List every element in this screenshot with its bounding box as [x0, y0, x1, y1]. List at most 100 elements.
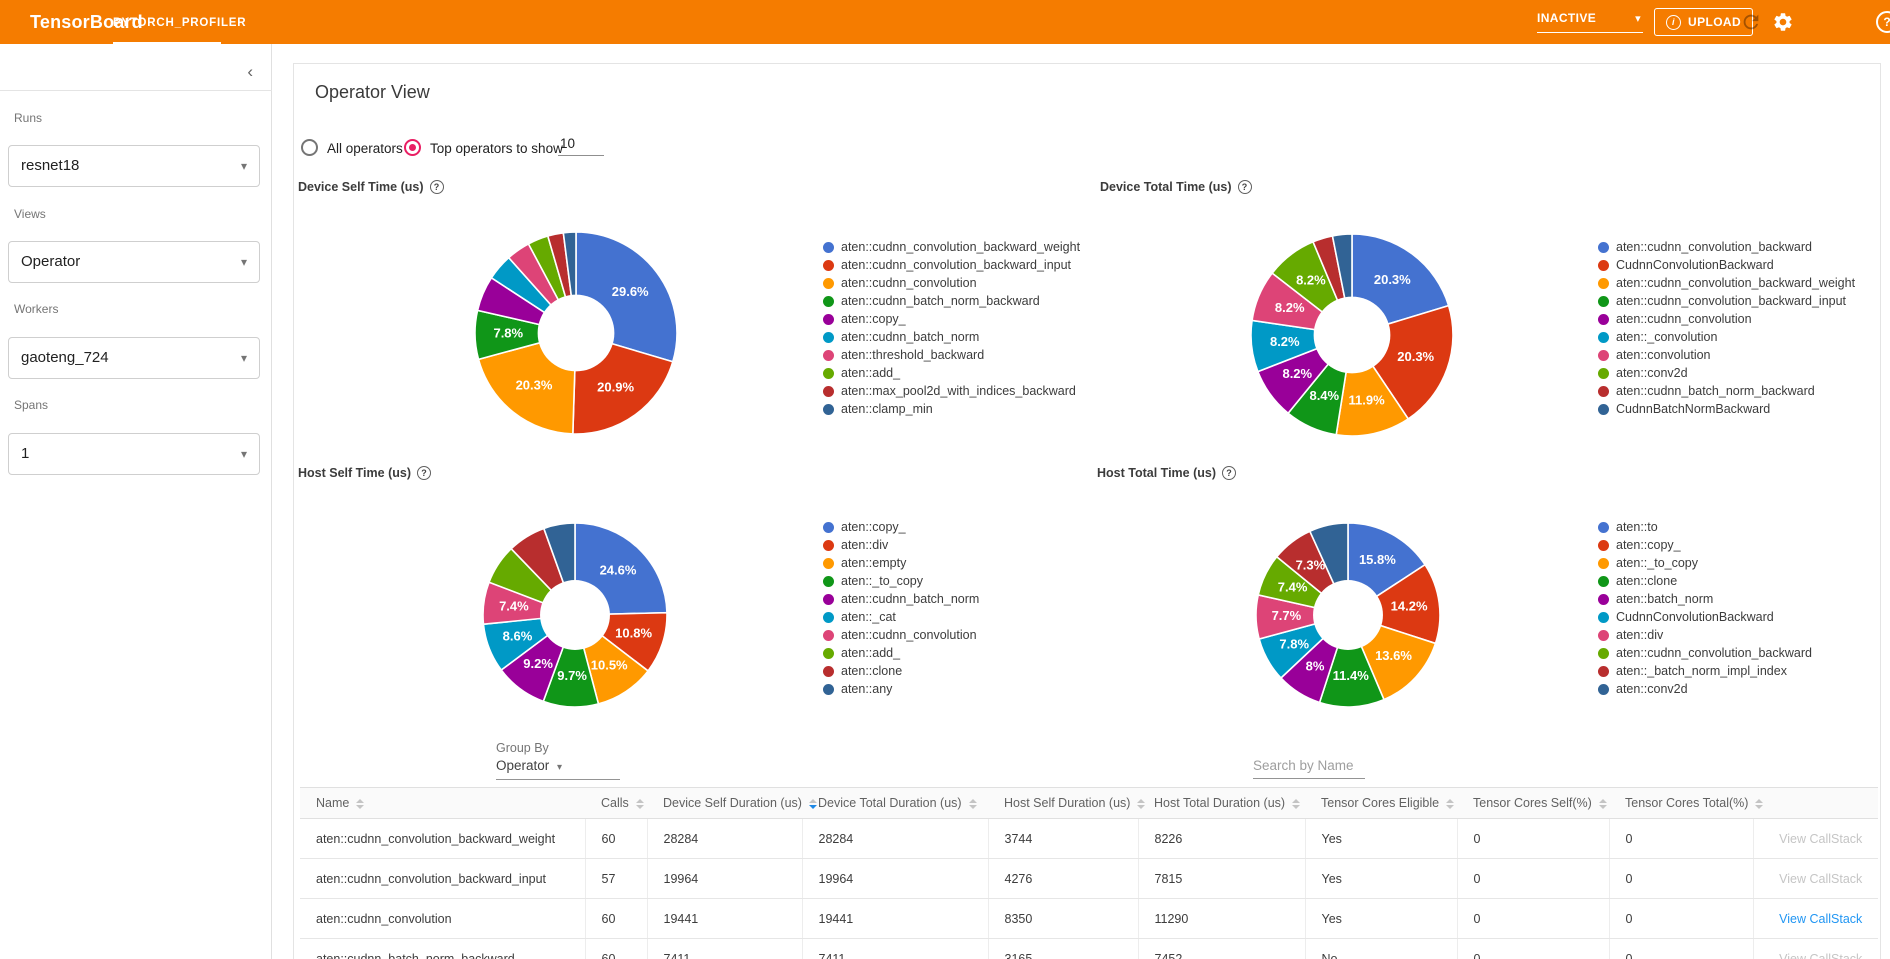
help-icon[interactable]: ?: [1237, 180, 1252, 194]
table-cell: 8226: [1137, 818, 1305, 859]
search-input[interactable]: [1253, 756, 1365, 779]
legend-item: aten::conv2d: [1598, 364, 1855, 382]
column-header[interactable]: Host Self Duration (us): [988, 787, 1146, 819]
legend-bullet-icon: [1598, 241, 1609, 253]
column-header[interactable]: Host Total Duration (us): [1138, 787, 1305, 819]
views-select[interactable]: Operator ▾: [8, 241, 260, 283]
legend-item-label: aten::cudnn_batch_norm: [841, 330, 980, 344]
column-header[interactable]: Calls: [585, 787, 647, 819]
legend-bullet-icon: [823, 575, 834, 587]
group-by-select[interactable]: Operator ▾: [496, 758, 620, 780]
radio-all-operators[interactable]: [301, 139, 318, 156]
table-row: aten::cudnn_convolution 60 19441 19441 8350 1…: [300, 898, 1878, 939]
legend-item-label: aten::max_pool2d_with_indices_backward: [841, 384, 1076, 398]
help-icon[interactable]: ?: [429, 180, 444, 194]
legend-bullet-icon: [1598, 593, 1609, 605]
legend-item-label: CudnnConvolutionBackward: [1616, 610, 1774, 624]
table-cell: 60: [584, 898, 647, 939]
help-icon[interactable]: ?: [416, 466, 431, 480]
table-head: Name Calls Device Self Duration (us) Device…: [300, 787, 1878, 819]
help-icon[interactable]: ?: [1876, 11, 1890, 33]
group-by-label: Group By: [496, 741, 549, 755]
legend-bullet-icon: [1598, 295, 1609, 307]
column-header[interactable]: Tensor Cores Eligible: [1305, 787, 1457, 819]
runs-label: Runs: [14, 111, 43, 125]
legend-item-label: aten::_batch_norm_impl_index: [1616, 664, 1787, 678]
legend-item-label: aten::clone: [841, 664, 903, 678]
column-header-label: Name: [316, 796, 350, 810]
legend-item: aten::clamp_min: [823, 400, 1080, 418]
column-header[interactable]: Name: [300, 787, 585, 819]
legend-item-label: aten::div: [1616, 628, 1664, 642]
legend-bullet-icon: [823, 403, 834, 415]
status-dropdown[interactable]: INACTIVE ▾: [1537, 11, 1643, 33]
legend-item-label: aten::cudnn_convolution_backward_weight: [841, 240, 1081, 254]
tab-pytorch-profiler[interactable]: PYTORCH_PROFILER: [113, 0, 246, 44]
legend-bullet-icon: [823, 259, 834, 271]
collapse-sidebar-icon[interactable]: ‹: [247, 62, 253, 81]
legend-item: CudnnConvolutionBackward: [1598, 256, 1855, 274]
upload-button[interactable]: i UPLOAD: [1654, 8, 1754, 36]
view-callstack-link[interactable]: View CallStack: [1779, 871, 1863, 886]
legend-item: aten::max_pool2d_with_indices_backward: [823, 382, 1080, 400]
table-cell: 3165: [987, 938, 1138, 959]
legend-bullet-icon: [823, 521, 834, 533]
table-cell: 0: [1456, 938, 1609, 959]
view-callstack-link[interactable]: View CallStack: [1779, 911, 1863, 926]
legend-item: aten::cudnn_convolution: [823, 626, 979, 644]
legend-item: aten::cudnn_convolution_backward_input: [823, 256, 1080, 274]
table-cell: aten::cudnn_batch_norm_backward: [300, 938, 585, 959]
settings-gear-icon[interactable]: [1772, 11, 1794, 33]
table-cell: 0: [1608, 938, 1753, 959]
chevron-down-icon: ▾: [240, 351, 247, 365]
legend-item-label: aten::cudnn_convolution: [841, 276, 977, 290]
pie-slice-label: 20.9%: [597, 379, 634, 394]
table-cell: 4276: [987, 858, 1138, 899]
column-header-label: Host Total Duration (us): [1154, 796, 1286, 810]
legend-item: aten::cudnn_batch_norm: [823, 590, 979, 608]
legend-item-label: CudnnConvolutionBackward: [1616, 258, 1774, 272]
legend-item: aten::empty: [823, 554, 979, 572]
column-header-label: Device Total Duration (us): [818, 796, 962, 810]
sort-icon: [1292, 798, 1301, 809]
column-header[interactable]: Tensor Cores Total(%): [1609, 787, 1764, 819]
view-callstack-link[interactable]: View CallStack: [1779, 831, 1863, 846]
legend-item-label: aten::any: [841, 682, 893, 696]
workers-select[interactable]: gaoteng_724 ▾: [8, 337, 260, 379]
spans-select[interactable]: 1 ▾: [8, 433, 260, 475]
pie-slice-label: 8.2%: [1270, 334, 1300, 349]
legend-bullet-icon: [823, 241, 834, 253]
table-cell-callstack: View CallStack: [1752, 858, 1878, 899]
donut-hole: [1313, 580, 1383, 650]
legend-bullet-icon: [823, 385, 834, 397]
table-cell: 19441: [646, 898, 802, 939]
column-header[interactable]: Device Total Duration (us): [802, 787, 988, 819]
legend-item-label: aten::clone: [1616, 574, 1678, 588]
legend-bullet-icon: [1598, 521, 1609, 533]
column-header-label: Tensor Cores Total(%): [1625, 796, 1749, 810]
legend-item-label: CudnnBatchNormBackward: [1616, 402, 1771, 416]
column-header: [1753, 787, 1878, 819]
column-header-label: Device Self Duration (us): [663, 796, 802, 810]
pie-slice-label: 10.5%: [591, 658, 628, 673]
refresh-icon[interactable]: [1740, 11, 1762, 33]
radio-top-operators[interactable]: [404, 139, 421, 156]
table-cell: 7452: [1137, 938, 1305, 959]
legend-item-label: aten::cudnn_batch_norm_backward: [1616, 384, 1815, 398]
legend-item: CudnnBatchNormBackward: [1598, 400, 1855, 418]
legend-host-total-time: aten::to aten::copy_ aten::_to_copy aten::c…: [1598, 518, 1812, 698]
view-callstack-link[interactable]: View CallStack: [1779, 951, 1863, 959]
table-cell: 28284: [646, 818, 802, 859]
legend-bullet-icon: [823, 629, 834, 641]
legend-item-label: aten::add_: [841, 646, 901, 660]
column-header[interactable]: Device Self Duration (us): [647, 787, 817, 819]
top-operators-count-input[interactable]: [558, 134, 604, 156]
runs-select[interactable]: resnet18 ▾: [8, 145, 260, 187]
help-icon[interactable]: ?: [1222, 466, 1236, 480]
legend-bullet-icon: [823, 313, 834, 325]
legend-bullet-icon: [823, 295, 834, 307]
column-header[interactable]: Tensor Cores Self(%): [1457, 787, 1609, 819]
legend-item-label: aten::cudnn_convolution_backward_weight: [1616, 276, 1856, 290]
tensorboard-logo: TensorBoard: [30, 12, 143, 32]
